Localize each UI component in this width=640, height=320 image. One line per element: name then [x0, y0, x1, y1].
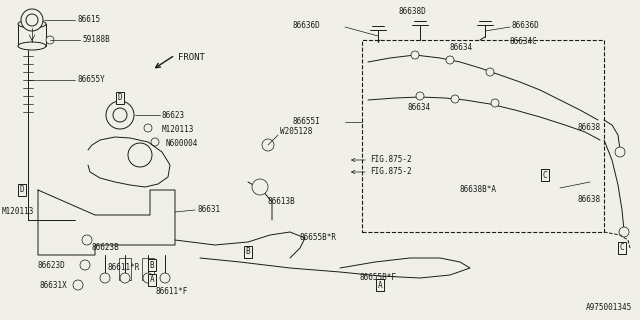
Text: A975001345: A975001345 [586, 303, 632, 312]
Bar [18, 24, 46, 46]
Circle shape [73, 280, 83, 290]
Circle shape [160, 273, 170, 283]
Text: 86623D: 86623D [38, 260, 66, 269]
Text: 86634: 86634 [408, 103, 431, 113]
Text: B: B [150, 260, 154, 269]
Text: 86631: 86631 [197, 205, 220, 214]
Text: 59188B: 59188B [82, 36, 109, 44]
Circle shape [486, 68, 494, 76]
Text: 86631X: 86631X [40, 281, 68, 290]
Text: FIG.875-2: FIG.875-2 [370, 167, 412, 177]
Circle shape [151, 138, 159, 146]
Text: N600004: N600004 [165, 140, 197, 148]
Text: 86638B*A: 86638B*A [460, 186, 497, 195]
Text: M120113: M120113 [162, 125, 195, 134]
Text: 86623: 86623 [162, 110, 185, 119]
Circle shape [615, 147, 625, 157]
Text: 86613B: 86613B [268, 197, 296, 206]
Text: 86655I: 86655I [292, 117, 320, 126]
Text: 86655B*R: 86655B*R [300, 234, 337, 243]
Text: C: C [543, 171, 547, 180]
Text: 86623B: 86623B [92, 243, 120, 252]
Circle shape [82, 235, 92, 245]
Text: 86638D: 86638D [398, 7, 426, 17]
Text: 86655B*F: 86655B*F [360, 274, 397, 283]
Circle shape [21, 9, 43, 31]
Text: 86638: 86638 [578, 124, 601, 132]
Text: M120113: M120113 [2, 207, 35, 217]
Text: 86615: 86615 [77, 15, 100, 25]
Text: 86655Y: 86655Y [77, 76, 105, 84]
Bar [362, 40, 604, 232]
Text: 86634C: 86634C [510, 37, 538, 46]
Text: B: B [246, 247, 250, 257]
Text: FIG.875-2: FIG.875-2 [370, 156, 412, 164]
Circle shape [416, 92, 424, 100]
Text: 86638: 86638 [578, 196, 601, 204]
Circle shape [619, 227, 629, 237]
Circle shape [411, 51, 419, 59]
Text: 86611*R: 86611*R [108, 262, 140, 271]
Circle shape [46, 36, 54, 44]
Text: 86611*F: 86611*F [155, 287, 188, 297]
Circle shape [491, 99, 499, 107]
Text: W205128: W205128 [280, 127, 312, 137]
Text: 86636D: 86636D [292, 20, 320, 29]
Bar [119, 258, 131, 280]
Circle shape [252, 179, 268, 195]
Circle shape [113, 108, 127, 122]
Circle shape [120, 273, 130, 283]
Text: 86636D: 86636D [512, 20, 540, 29]
Circle shape [106, 101, 134, 129]
Circle shape [26, 14, 38, 26]
Text: D: D [20, 186, 24, 195]
Circle shape [451, 95, 459, 103]
Text: D: D [118, 93, 122, 102]
Text: A: A [150, 276, 154, 284]
Circle shape [446, 56, 454, 64]
Circle shape [262, 139, 274, 151]
Text: 86634: 86634 [450, 44, 473, 52]
Circle shape [143, 273, 153, 283]
Circle shape [80, 260, 90, 270]
Ellipse shape [18, 20, 46, 28]
Bar [142, 258, 154, 280]
Text: C: C [620, 244, 624, 252]
Circle shape [128, 143, 152, 167]
Circle shape [100, 273, 110, 283]
Text: A: A [378, 281, 382, 290]
Ellipse shape [18, 42, 46, 50]
Circle shape [144, 124, 152, 132]
Text: FRONT: FRONT [178, 53, 205, 62]
